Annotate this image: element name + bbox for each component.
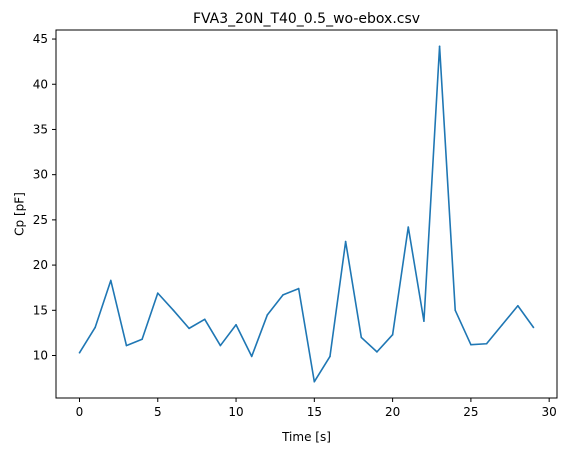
data-point bbox=[376, 351, 378, 353]
data-point bbox=[219, 344, 222, 347]
data-point bbox=[250, 355, 253, 358]
x-axis-ticks: 0 5 10 15 20 25 30 bbox=[76, 398, 557, 419]
data-point bbox=[156, 292, 159, 294]
y-tick-label: 45 bbox=[33, 32, 48, 46]
data-point bbox=[329, 355, 331, 358]
x-tick-label: 20 bbox=[385, 405, 400, 419]
data-point bbox=[360, 336, 363, 339]
data-point bbox=[454, 309, 457, 312]
data-point bbox=[407, 226, 410, 228]
x-tick-label: 15 bbox=[307, 405, 322, 419]
plot-frame bbox=[55, 29, 558, 399]
plot-area bbox=[78, 45, 535, 383]
data-point bbox=[501, 323, 504, 326]
y-axis-ticks: 10 15 20 25 30 35 40 45 bbox=[33, 32, 56, 363]
data-point bbox=[203, 318, 206, 321]
y-tick-label: 10 bbox=[33, 349, 48, 363]
data-point bbox=[423, 320, 425, 322]
data-point bbox=[517, 304, 519, 307]
x-tick-label: 25 bbox=[463, 405, 478, 419]
data-point bbox=[485, 342, 488, 345]
y-tick-label: 30 bbox=[33, 168, 48, 182]
data-point bbox=[94, 326, 96, 329]
y-tick-label: 40 bbox=[33, 77, 48, 91]
data-point bbox=[266, 314, 269, 316]
x-tick-label: 10 bbox=[228, 405, 243, 419]
data-point bbox=[172, 309, 175, 312]
data-point bbox=[313, 380, 316, 383]
data-point bbox=[125, 344, 128, 347]
x-tick-label: 5 bbox=[154, 405, 162, 419]
x-tick-label: 0 bbox=[76, 405, 84, 419]
data-point bbox=[141, 338, 143, 341]
data-point bbox=[297, 287, 300, 290]
data-point bbox=[532, 326, 535, 329]
data-point bbox=[188, 327, 190, 330]
data-point bbox=[109, 279, 112, 282]
chart-title: FVA3_20N_T40_0.5_wo-ebox.csv bbox=[193, 11, 420, 27]
data-point bbox=[235, 323, 237, 326]
data-point bbox=[282, 294, 284, 296]
data-point bbox=[78, 351, 81, 354]
y-tick-label: 25 bbox=[33, 213, 48, 227]
y-tick-label: 20 bbox=[33, 258, 48, 272]
y-tick-label: 35 bbox=[33, 122, 48, 136]
x-tick-label: 30 bbox=[542, 405, 557, 419]
y-tick-label: 15 bbox=[33, 303, 48, 317]
data-point bbox=[344, 240, 347, 243]
x-axis-label: Time [s] bbox=[281, 430, 331, 444]
y-axis-label: Cp [pF] bbox=[13, 192, 27, 236]
data-point bbox=[391, 333, 394, 336]
data-point bbox=[470, 343, 472, 346]
series-line bbox=[78, 45, 535, 383]
data-point bbox=[438, 45, 441, 48]
